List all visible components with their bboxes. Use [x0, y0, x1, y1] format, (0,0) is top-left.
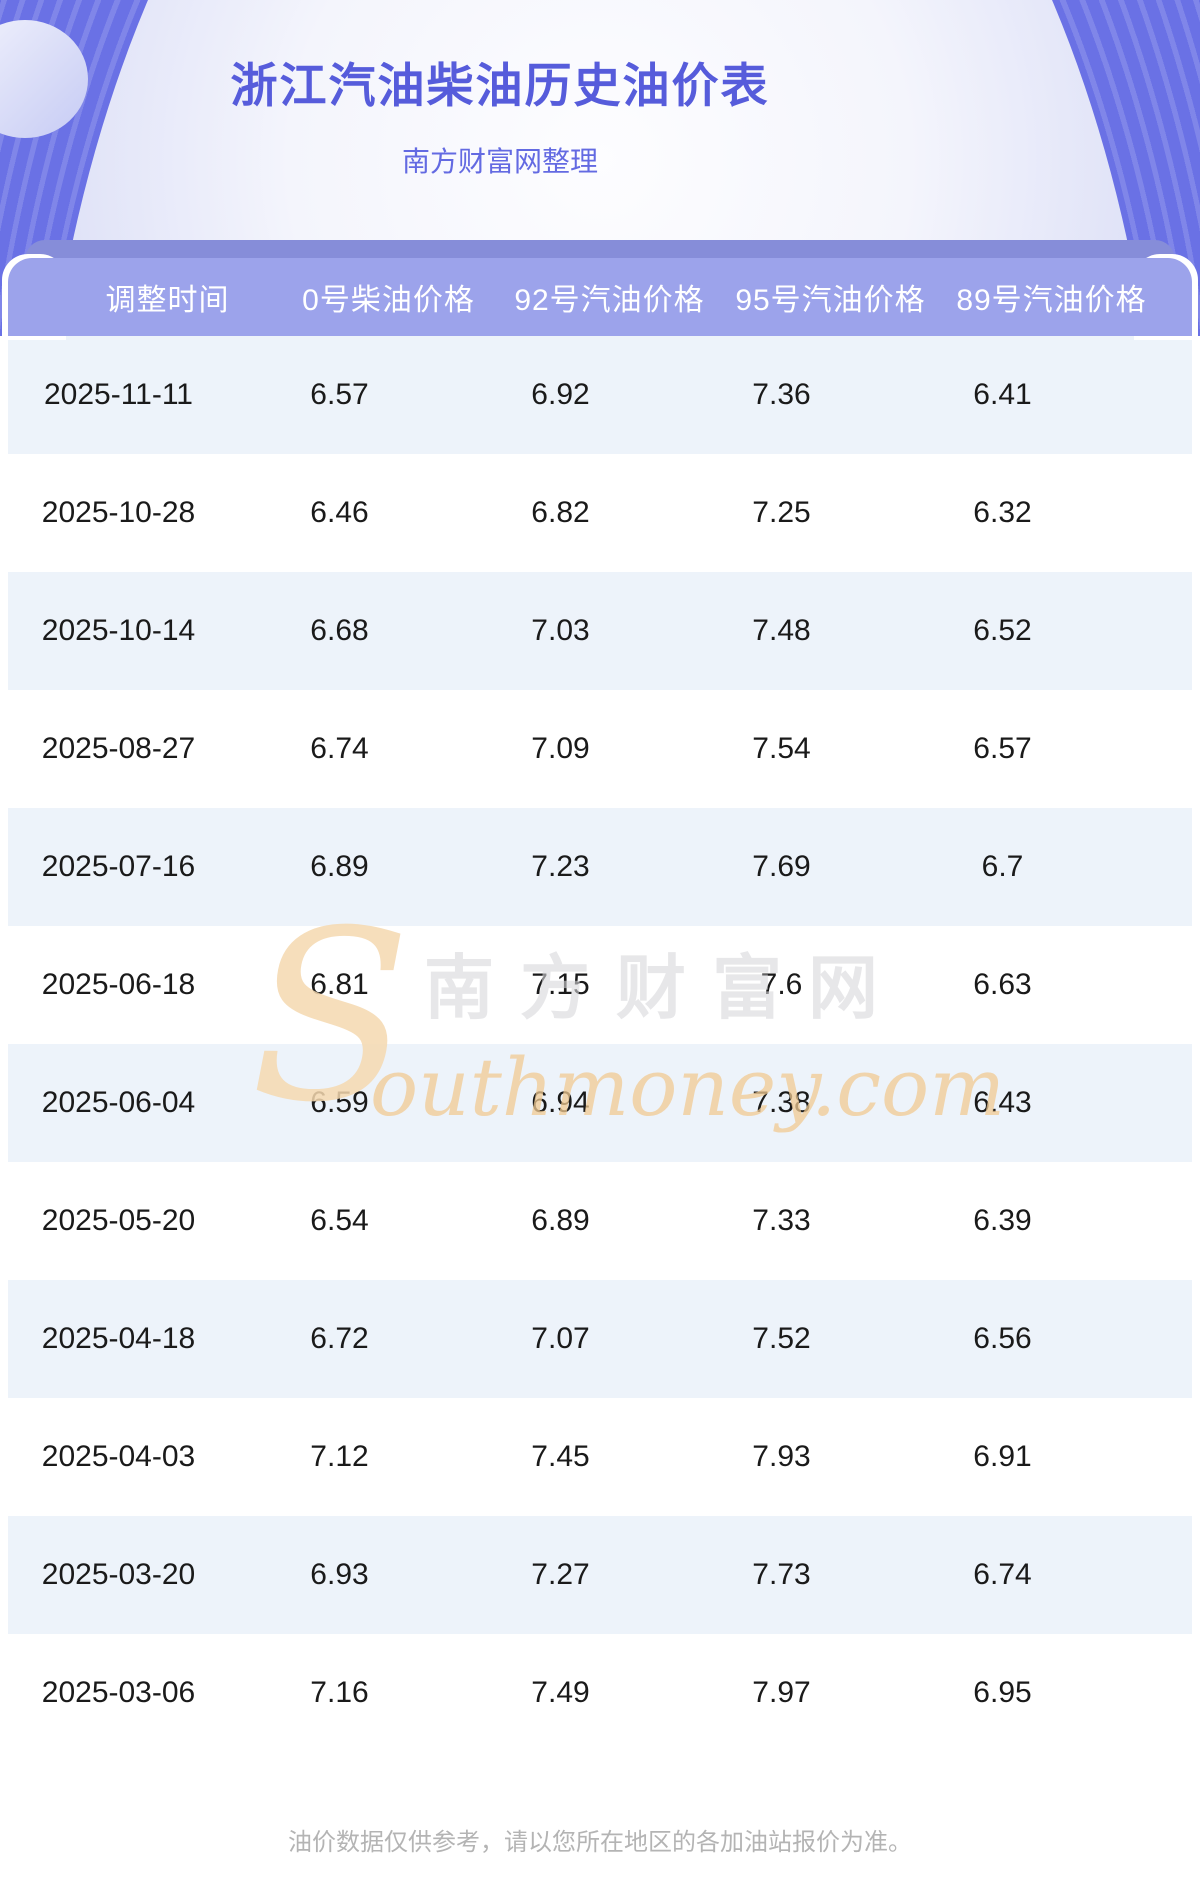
table-row: 2025-04-18 6.72 7.07 7.52 6.56 — [8, 1280, 1192, 1398]
table-row: 2025-10-28 6.46 6.82 7.25 6.32 — [8, 454, 1192, 572]
price-cell: 7.69 — [752, 850, 811, 883]
price-cell: 6.63 — [973, 968, 1032, 1001]
price-cell: 7.73 — [752, 1558, 811, 1591]
price-cell: 6.93 — [310, 1558, 369, 1591]
price-cell: 6.89 — [310, 850, 369, 883]
table-row: 2025-06-18 6.81 7.15 7.6 6.63 — [8, 926, 1192, 1044]
price-cell: 6.94 — [531, 1086, 590, 1119]
price-cell: 6.52 — [973, 614, 1032, 647]
price-cell: 6.82 — [531, 496, 590, 529]
price-cell: 6.89 — [531, 1204, 590, 1237]
price-cell: 7.07 — [531, 1322, 590, 1355]
price-cell: 6.39 — [973, 1204, 1032, 1237]
table-row: 2025-07-16 6.89 7.23 7.69 6.7 — [8, 808, 1192, 926]
price-cell: 6.68 — [310, 614, 369, 647]
price-cell: 6.91 — [973, 1440, 1032, 1473]
price-cell: 7.25 — [752, 496, 811, 529]
price-cell: 7.54 — [752, 732, 811, 765]
price-cell: 6.74 — [310, 732, 369, 765]
price-cell: 7.38 — [752, 1086, 811, 1119]
price-cell: 6.43 — [973, 1086, 1032, 1119]
price-cell: 7.33 — [752, 1204, 811, 1237]
price-cell: 6.95 — [973, 1676, 1032, 1709]
price-cell: 7.6 — [760, 968, 803, 1001]
price-cell: 7.12 — [310, 1440, 369, 1473]
date-cell: 2025-08-27 — [41, 732, 196, 765]
date-cell: 2025-10-28 — [41, 496, 196, 529]
price-cell: 6.81 — [310, 968, 369, 1001]
price-cell: 7.45 — [531, 1440, 590, 1473]
price-cell: 6.54 — [310, 1204, 369, 1237]
column-header-gas-95: 95号汽油价格 — [735, 284, 926, 317]
date-cell: 2025-04-03 — [41, 1440, 196, 1473]
price-cell: 6.57 — [973, 732, 1032, 765]
table-row: 2025-11-11 6.57 6.92 7.36 6.41 — [8, 336, 1192, 454]
table-row: 2025-08-27 6.74 7.09 7.54 6.57 — [8, 690, 1192, 808]
price-cell: 6.46 — [310, 496, 369, 529]
price-cell: 6.74 — [973, 1558, 1032, 1591]
table-row: 2025-06-04 6.59 6.94 7.38 6.43 — [8, 1044, 1192, 1162]
date-cell: 2025-06-18 — [41, 968, 196, 1001]
price-cell: 7.93 — [752, 1440, 811, 1473]
price-cell: 6.59 — [310, 1086, 369, 1119]
price-cell: 6.72 — [310, 1322, 369, 1355]
table-row: 2025-04-03 7.12 7.45 7.93 6.91 — [8, 1398, 1192, 1516]
table-row: 2025-03-20 6.93 7.27 7.73 6.74 — [8, 1516, 1192, 1634]
price-table-body: 2025-11-11 6.57 6.92 7.36 6.41 2025-10-28 6.46… — [8, 336, 1192, 1752]
table-row: 2025-03-06 7.16 7.49 7.97 6.95 — [8, 1634, 1192, 1752]
price-cell: 7.52 — [752, 1322, 811, 1355]
price-cell: 6.56 — [973, 1322, 1032, 1355]
price-cell: 6.32 — [973, 496, 1032, 529]
price-cell: 7.09 — [531, 732, 590, 765]
price-cell: 6.92 — [531, 378, 590, 411]
price-cell: 6.57 — [310, 378, 369, 411]
column-header-diesel-0: 0号柴油价格 — [302, 284, 475, 317]
price-cell: 7.23 — [531, 850, 590, 883]
column-header-gas-89: 89号汽油价格 — [956, 284, 1147, 317]
column-header-time: 调整时间 — [105, 284, 230, 317]
price-cell: 7.27 — [531, 1558, 590, 1591]
date-cell: 2025-03-20 — [41, 1558, 196, 1591]
column-header-gas-92: 92号汽油价格 — [514, 284, 705, 317]
price-cell: 7.48 — [752, 614, 811, 647]
date-cell: 2025-11-11 — [43, 378, 193, 411]
price-cell: 7.15 — [531, 968, 590, 1001]
date-cell: 2025-04-18 — [41, 1322, 196, 1355]
disclaimer-text: 油价数据仅供参考，请以您所在地区的各加油站报价为准。 — [288, 1829, 912, 1856]
price-cell: 6.7 — [981, 850, 1024, 883]
price-cell: 6.41 — [973, 378, 1032, 411]
price-cell: 7.49 — [531, 1676, 590, 1709]
price-cell: 7.97 — [752, 1676, 811, 1709]
table-header-row: 调整时间 0号柴油价格 92号汽油价格 95号汽油价格 89号汽油价格 — [8, 258, 1192, 336]
date-cell: 2025-03-06 — [41, 1676, 196, 1709]
date-cell: 2025-07-16 — [41, 850, 196, 883]
page-title: 浙江汽油柴油历史油价表 — [230, 59, 770, 112]
date-cell: 2025-10-14 — [41, 614, 196, 647]
price-cell: 7.03 — [531, 614, 590, 647]
price-cell: 7.16 — [310, 1676, 369, 1709]
price-cell: 7.36 — [752, 378, 811, 411]
page-subtitle: 南方财富网整理 — [401, 146, 598, 177]
table-row: 2025-05-20 6.54 6.89 7.33 6.39 — [8, 1162, 1192, 1280]
date-cell: 2025-05-20 — [41, 1204, 196, 1237]
date-cell: 2025-06-04 — [41, 1086, 196, 1119]
table-row: 2025-10-14 6.68 7.03 7.48 6.52 — [8, 572, 1192, 690]
